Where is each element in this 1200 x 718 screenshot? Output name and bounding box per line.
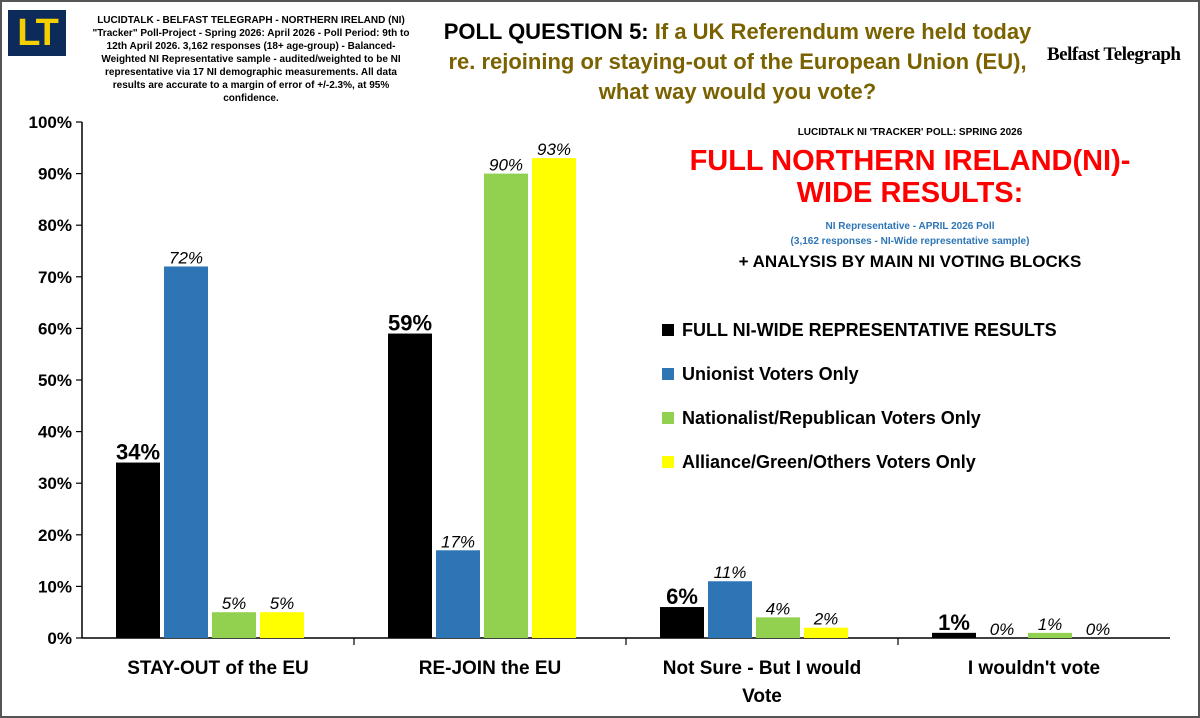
category-label: RE-JOIN the EU xyxy=(419,658,562,679)
bar-full xyxy=(116,462,160,638)
data-label-alliance: 2% xyxy=(813,610,839,629)
y-tick-label: 40% xyxy=(38,423,72,442)
bar-unionist xyxy=(708,581,752,638)
legend-label-full: FULL NI-WIDE REPRESENTATIVE RESULTS xyxy=(682,319,1057,340)
bar-nationalist xyxy=(1028,632,1072,638)
question-prefix: POLL QUESTION 5: xyxy=(443,19,649,44)
y-tick-label: 90% xyxy=(38,165,72,184)
bar-full xyxy=(660,607,704,638)
bar-nationalist xyxy=(484,173,528,638)
y-tick-label: 10% xyxy=(38,577,72,596)
bar-full xyxy=(932,632,976,638)
y-tick-label: 50% xyxy=(38,371,72,390)
data-label-nationalist: 1% xyxy=(1038,615,1063,634)
results-headline: FULL NORTHERN IRELAND(NI)-WIDE RESULTS: xyxy=(689,145,1131,209)
data-label-full: 34% xyxy=(116,440,160,465)
legend-item-nationalist: Nationalist/Republican Voters Only xyxy=(662,396,1057,440)
data-label-nationalist: 90% xyxy=(489,156,523,175)
poll-question: POLL QUESTION 5: If a UK Referendum were… xyxy=(430,17,1045,107)
y-tick-label: 0% xyxy=(47,629,72,648)
bar-alliance xyxy=(260,612,304,638)
y-tick-label: 20% xyxy=(38,526,72,545)
question-text: If a UK Referendum were held today re. r… xyxy=(448,19,1032,104)
data-label-unionist: 11% xyxy=(714,563,747,582)
data-label-nationalist: 4% xyxy=(766,599,791,618)
legend-label-nationalist: Nationalist/Republican Voters Only xyxy=(682,407,981,428)
bar-unionist xyxy=(164,266,208,638)
sample-line-1: NI Representative - APRIL 2026 Poll xyxy=(825,221,995,232)
data-label-alliance: 93% xyxy=(537,140,571,159)
belfast-telegraph-logo: Belfast Telegraph xyxy=(1047,44,1181,65)
data-label-full: 6% xyxy=(666,584,698,609)
legend-item-alliance: Alliance/Green/Others Voters Only xyxy=(662,440,1057,484)
category-label: Not Sure - But I would Vote xyxy=(663,658,861,707)
legend-item-unionist: Unionist Voters Only xyxy=(662,352,1057,396)
data-label-full: 1% xyxy=(938,610,970,635)
data-label-alliance: 5% xyxy=(270,594,295,613)
bar-unionist xyxy=(436,550,480,638)
y-tick-label: 70% xyxy=(38,268,72,287)
poll-name: LUCIDTALK NI 'TRACKER' POLL: SPRING 2026 xyxy=(797,127,1023,138)
analysis-note: + ANALYSIS BY MAIN NI VOTING BLOCKS xyxy=(738,252,1082,271)
data-label-full: 59% xyxy=(388,311,432,336)
data-label-alliance: 0% xyxy=(1086,620,1111,639)
y-tick-label: 30% xyxy=(38,474,72,493)
lucidtalk-logo: LT xyxy=(8,10,66,56)
legend-label-unionist: Unionist Voters Only xyxy=(682,363,859,384)
bar-alliance xyxy=(532,158,576,638)
legend-swatch-full xyxy=(662,324,674,336)
y-tick-label: 60% xyxy=(38,319,72,338)
category-label: STAY-OUT of the EU xyxy=(127,658,309,679)
methodology-note: LUCIDTALK - BELFAST TELEGRAPH - NORTHERN… xyxy=(92,15,410,104)
data-label-unionist: 0% xyxy=(990,620,1015,639)
y-tick-label: 100% xyxy=(29,113,72,132)
data-label-nationalist: 5% xyxy=(222,594,247,613)
bar-alliance xyxy=(804,627,848,638)
legend-label-alliance: Alliance/Green/Others Voters Only xyxy=(682,451,976,472)
legend-swatch-unionist xyxy=(662,368,674,380)
legend-swatch-alliance xyxy=(662,456,674,468)
data-label-unionist: 72% xyxy=(169,248,203,267)
category-label: I wouldn't vote xyxy=(968,658,1100,679)
legend-swatch-nationalist xyxy=(662,412,674,424)
bar-full xyxy=(388,333,432,638)
chart-legend: FULL NI-WIDE REPRESENTATIVE RESULTS Unio… xyxy=(662,308,1057,484)
sample-info: NI Representative - APRIL 2026 Poll (3,1… xyxy=(680,219,1140,249)
bar-nationalist xyxy=(756,617,800,638)
legend-item-full: FULL NI-WIDE REPRESENTATIVE RESULTS xyxy=(662,308,1057,352)
bar-nationalist xyxy=(212,612,256,638)
data-label-unionist: 17% xyxy=(441,532,475,551)
sample-line-2: (3,162 responses - NI-Wide representativ… xyxy=(790,236,1030,247)
y-tick-label: 80% xyxy=(38,216,72,235)
logo-text: LT xyxy=(17,12,59,54)
